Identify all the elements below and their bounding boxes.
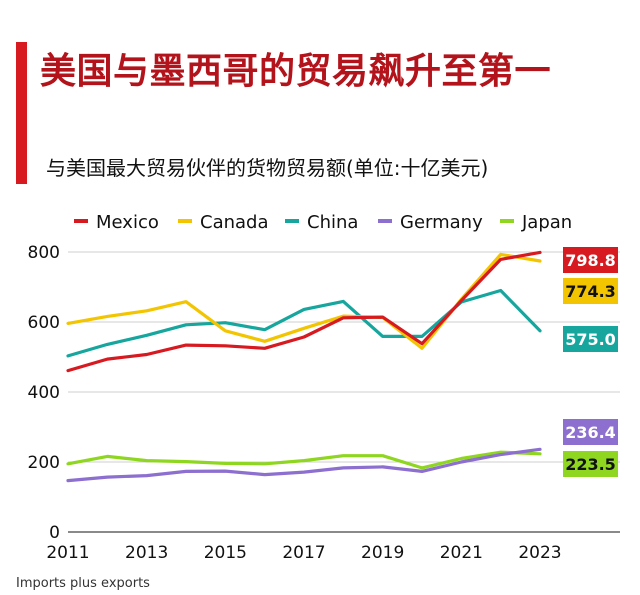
end-value-label: 223.5 — [565, 455, 616, 474]
legend-entry: China — [307, 212, 358, 233]
legend-entry: Mexico — [96, 212, 159, 233]
x-tick-label: 2017 — [282, 543, 325, 563]
end-value-label: 798.8 — [565, 251, 616, 270]
legend-entry: Canada — [200, 212, 269, 233]
legend-entry: Germany — [400, 212, 483, 233]
series-line-mexico — [66, 250, 542, 373]
y-tick-label: 0 — [49, 523, 60, 543]
x-tick-label: 2013 — [125, 543, 168, 563]
chart-title: 美国与墨西哥的贸易飙升至第一 — [40, 51, 552, 92]
series-line-china — [66, 288, 542, 358]
x-tick-label: 2019 — [361, 543, 404, 563]
end-value-label: 575.0 — [565, 330, 616, 349]
y-tick-label: 800 — [28, 243, 60, 263]
end-value-badge — [563, 419, 618, 445]
x-tick-label: 2023 — [518, 543, 561, 563]
end-value-label: 236.4 — [565, 423, 616, 442]
source-note: Imports plus exports — [16, 576, 150, 591]
title-accent-bar — [16, 42, 27, 184]
x-tick-label: 2021 — [440, 543, 483, 563]
legend-entry: Japan — [521, 212, 572, 233]
series-line-germany — [66, 447, 542, 483]
end-value-badge — [563, 451, 618, 477]
series-line-japan — [66, 450, 542, 470]
end-value-badge — [563, 247, 618, 273]
end-value-label: 774.3 — [565, 282, 616, 301]
y-tick-label: 400 — [28, 383, 60, 403]
y-tick-label: 200 — [28, 453, 60, 473]
end-value-badge — [563, 278, 618, 304]
end-value-badge — [563, 326, 618, 352]
chart-subtitle: 与美国最大贸易伙伴的货物贸易额(单位:十亿美元) — [46, 156, 489, 180]
x-tick-label: 2015 — [204, 543, 247, 563]
y-tick-label: 600 — [28, 313, 60, 333]
x-tick-label: 2011 — [46, 543, 89, 563]
